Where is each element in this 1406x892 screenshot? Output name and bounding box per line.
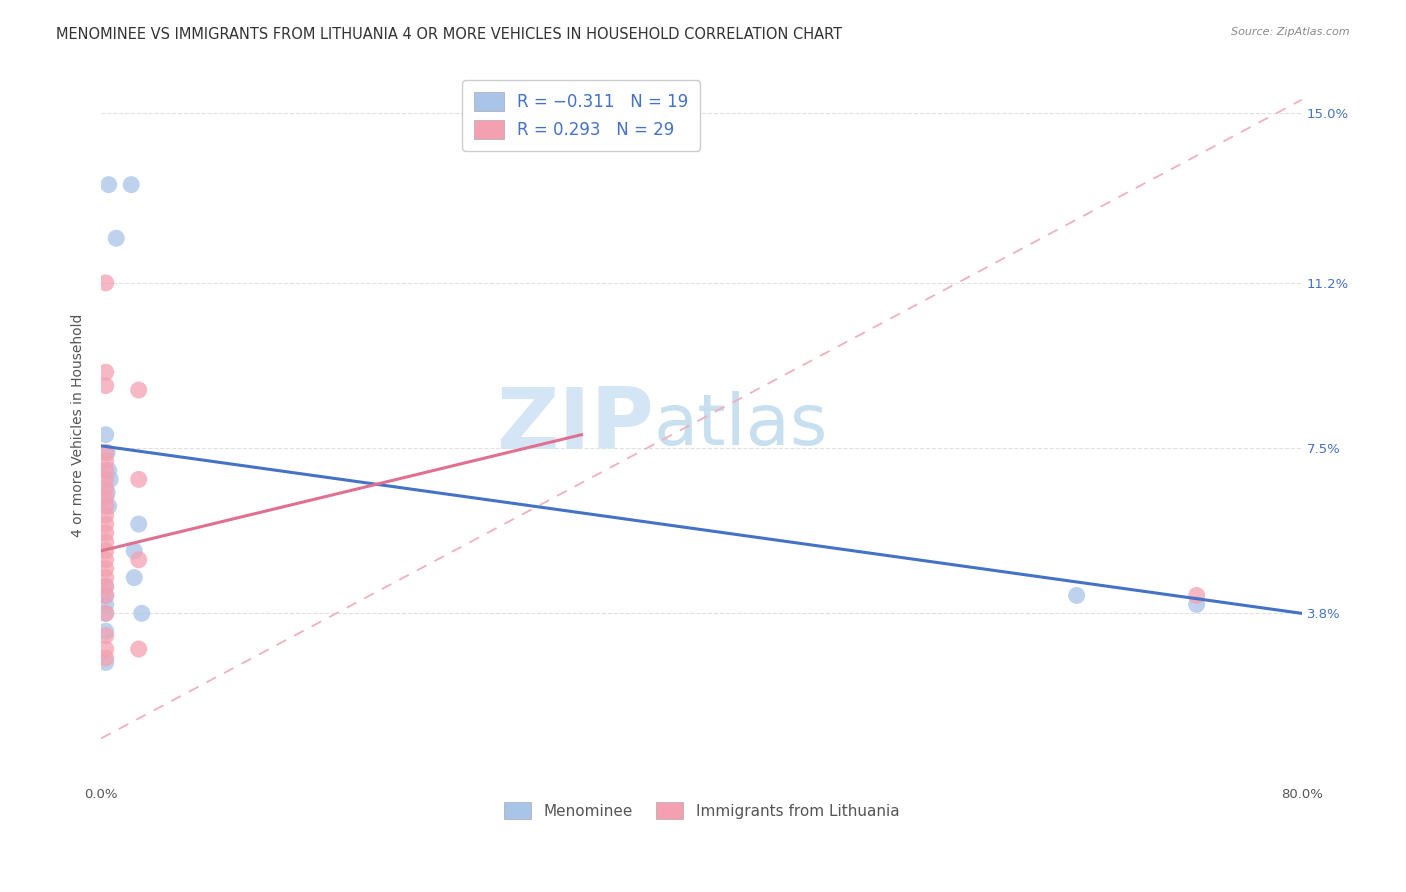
Point: [94, 534, 117, 549]
Text: MENOMINEE VS IMMIGRANTS FROM LITHUANIA 4 OR MORE VEHICLES IN HOUSEHOLD CORRELATI: MENOMINEE VS IMMIGRANTS FROM LITHUANIA 4…: [56, 27, 842, 42]
Point: [94, 589, 117, 603]
Point: [94, 427, 117, 442]
Point: [131, 607, 153, 621]
Y-axis label: 4 or more Vehicles in Household: 4 or more Vehicles in Household: [72, 314, 86, 538]
Point: [94, 276, 117, 290]
Point: [94, 481, 117, 495]
Point: [94, 445, 117, 459]
Point: [1185, 589, 1208, 603]
Point: [128, 642, 150, 657]
Text: Source: ZipAtlas.com: Source: ZipAtlas.com: [1232, 27, 1350, 37]
Point: [1185, 598, 1208, 612]
Point: [94, 607, 117, 621]
Point: [94, 553, 117, 567]
Point: [94, 378, 117, 392]
Point: [94, 629, 117, 643]
Point: [94, 454, 117, 468]
Point: [94, 463, 117, 477]
Point: [128, 383, 150, 397]
Legend: Menominee, Immigrants from Lithuania: Menominee, Immigrants from Lithuania: [498, 796, 905, 825]
Text: ZIP: ZIP: [496, 384, 654, 467]
Point: [94, 365, 117, 379]
Point: [94, 490, 117, 504]
Point: [128, 516, 150, 531]
Point: [98, 472, 121, 486]
Point: [1066, 589, 1088, 603]
Point: [97, 463, 120, 477]
Point: [94, 472, 117, 486]
Point: [94, 571, 117, 585]
Point: [122, 544, 145, 558]
Point: [94, 516, 117, 531]
Point: [94, 624, 117, 639]
Point: [105, 231, 128, 245]
Point: [94, 589, 117, 603]
Point: [128, 472, 150, 486]
Point: [94, 544, 117, 558]
Point: [97, 499, 120, 513]
Point: [94, 598, 117, 612]
Point: [96, 485, 118, 500]
Point: [94, 508, 117, 522]
Point: [94, 607, 117, 621]
Point: [94, 499, 117, 513]
Point: [94, 580, 117, 594]
Point: [96, 445, 118, 459]
Point: [122, 571, 145, 585]
Point: [94, 580, 117, 594]
Point: [94, 642, 117, 657]
Point: [120, 178, 142, 192]
Point: [97, 178, 120, 192]
Point: [94, 656, 117, 670]
Point: [94, 525, 117, 540]
Point: [128, 553, 150, 567]
Point: [94, 651, 117, 665]
Point: [94, 562, 117, 576]
Text: atlas: atlas: [654, 392, 828, 460]
